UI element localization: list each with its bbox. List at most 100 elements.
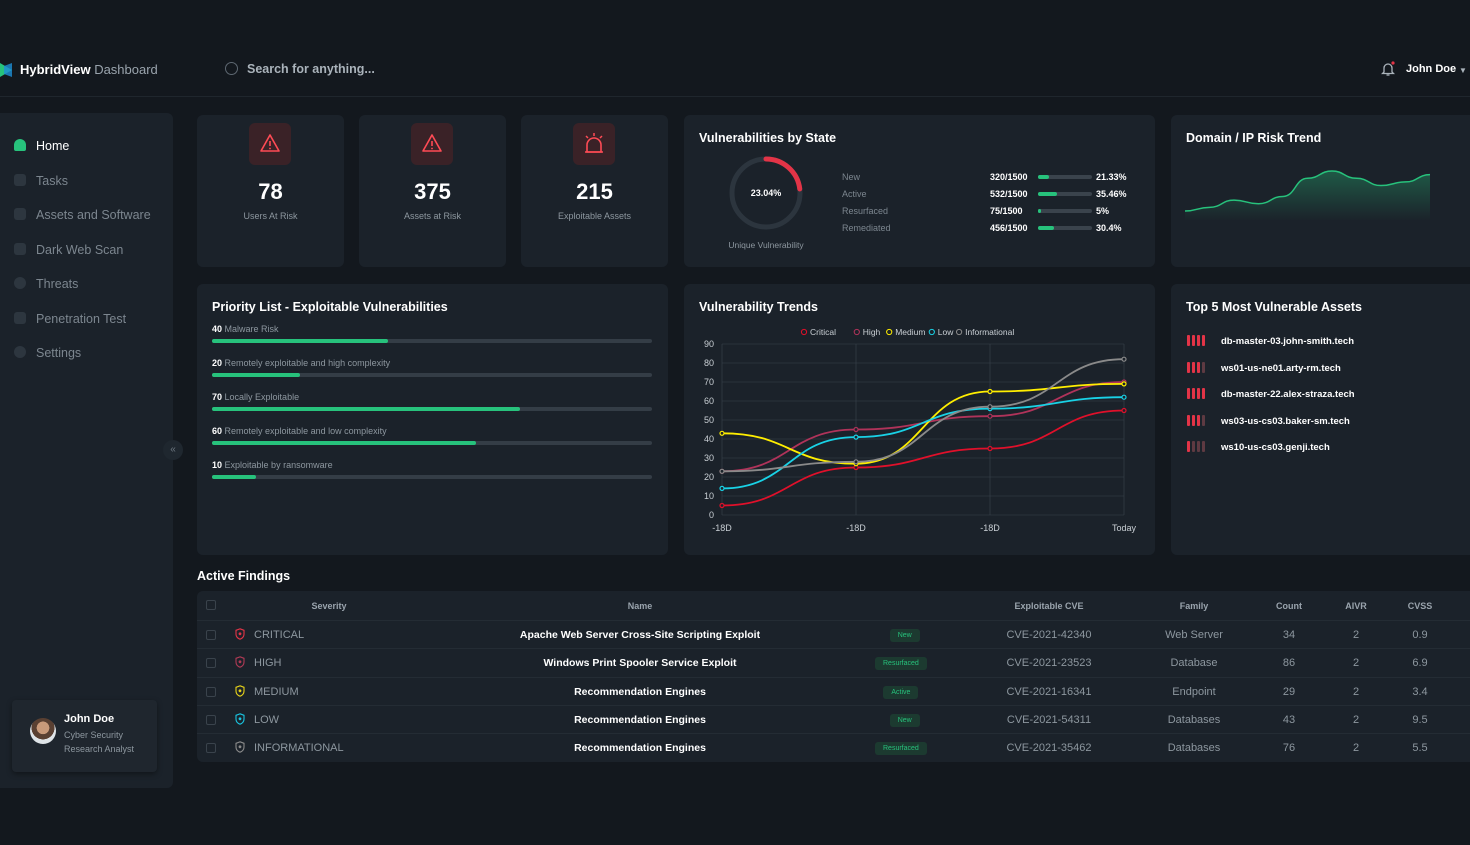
search-input[interactable]: Search for anything... xyxy=(225,62,375,76)
sidebar-item-home[interactable]: Home xyxy=(14,139,69,153)
cvss-cell: 5.5 xyxy=(1412,742,1428,755)
donut-label: Unique Vulnerability xyxy=(728,240,804,250)
select-all-checkbox[interactable] xyxy=(206,600,216,610)
legend-entry[interactable]: High xyxy=(863,327,881,337)
legend-entry[interactable]: Low xyxy=(938,327,954,337)
data-point xyxy=(853,434,859,440)
table-row[interactable]: INFORMATIONAL Recommendation Engines Resur… xyxy=(197,733,1470,761)
column-header-cvss[interactable]: CVSS xyxy=(1407,601,1433,611)
state-progress-fill xyxy=(1038,192,1057,196)
column-header-severity[interactable]: Severity xyxy=(311,601,347,611)
row-checkbox[interactable] xyxy=(206,743,216,754)
vulnerable-asset-item[interactable]: db-master-22.alex-straza.tech xyxy=(1187,388,1355,402)
top-vulnerable-assets-card: Top 5 Most Vulnerable Assets db-master-0… xyxy=(1171,284,1470,555)
legend-entry[interactable]: Critical xyxy=(810,327,836,337)
vulnerability-trends-chart: 0 10 20 30 40 50 60 70 80 90 -18D -18D -18D Today Crit… xyxy=(704,327,1137,533)
severity-cell: LOW xyxy=(235,713,279,726)
severity-cell: INFORMATIONAL xyxy=(235,741,344,754)
column-header-name[interactable]: Name xyxy=(627,601,653,611)
series-line-low xyxy=(721,396,1125,490)
priority-label: Malware Risk xyxy=(224,324,279,334)
row-checkbox[interactable] xyxy=(206,630,216,640)
sidebar-item-threats[interactable]: Threats xyxy=(14,277,78,291)
vulnerable-asset-item[interactable]: db-master-03.john-smith.tech xyxy=(1187,335,1354,349)
vulnerability-trends-card: Vulnerability Trends 0 10 20 30 40 50 60 70 80 90… xyxy=(684,284,1155,555)
cve-cell[interactable]: CVE-2021-35462 xyxy=(1006,742,1092,755)
finding-name[interactable]: Apache Web Server Cross-Site Scripting E… xyxy=(519,629,761,641)
avatar xyxy=(30,718,56,744)
cve-cell[interactable]: CVE-2021-23523 xyxy=(1006,657,1092,670)
header-user-name[interactable]: John Doe xyxy=(1406,63,1457,75)
data-point xyxy=(1121,356,1127,362)
vulnerable-asset-item[interactable]: ws03-us-cs03.baker-sm.tech xyxy=(1187,414,1350,429)
column-header-count[interactable]: Count xyxy=(1276,601,1302,611)
family-cell: Endpoint xyxy=(1172,685,1216,698)
data-point xyxy=(987,388,993,395)
kpi-card-exploitable-assets[interactable]: 215 Exploitable Assets xyxy=(521,115,668,267)
sidebar-item-tasks[interactable]: Tasks xyxy=(14,174,68,188)
priority-item[interactable]: 20 Remotely exploitable and high complex… xyxy=(212,358,390,368)
y-tick-label: 30 xyxy=(704,453,714,463)
row-checkbox[interactable] xyxy=(206,686,216,697)
table-row[interactable]: LOW Recommendation Engines New CVE-2021-543… xyxy=(197,704,1470,733)
table-row[interactable]: HIGH Windows Print Spooler Service Exploi… xyxy=(197,648,1470,676)
priority-progress-fill xyxy=(212,441,476,445)
finding-name[interactable]: Recommendation Engines xyxy=(574,713,706,726)
priority-label: Locally Exploitable xyxy=(224,392,300,402)
sidebar-item-assets[interactable]: Assets and Software xyxy=(14,208,151,222)
priority-progress-bar xyxy=(212,373,652,377)
row-checkbox[interactable] xyxy=(206,714,216,725)
cve-cell[interactable]: CVE-2021-42340 xyxy=(1006,629,1092,641)
finding-name[interactable]: Recommendation Engines xyxy=(574,685,706,698)
brand-title[interactable]: HybridView Dashboard xyxy=(20,62,158,77)
state-label: New xyxy=(842,172,861,182)
legend-marker xyxy=(928,328,935,336)
column-header-family[interactable]: Family xyxy=(1179,601,1209,611)
priority-item[interactable]: 60 Remotely exploitable and low complexi… xyxy=(212,426,387,436)
top-header xyxy=(0,40,1470,97)
shield-icon xyxy=(235,628,245,640)
legend-entry[interactable]: Medium xyxy=(895,327,925,337)
tasks-icon xyxy=(14,174,26,186)
sidebar-item-settings[interactable]: Settings xyxy=(14,346,81,360)
search-icon xyxy=(225,62,238,75)
vulnerable-asset-item[interactable]: ws10-us-cs03.genji.tech xyxy=(1187,441,1330,455)
data-point xyxy=(719,502,725,509)
priority-progress-bar xyxy=(212,339,652,343)
priority-item[interactable]: 40 Malware Risk xyxy=(212,324,279,334)
priority-item[interactable]: 70 Locally Exploitable xyxy=(212,392,299,402)
aivr-cell: 2 xyxy=(1352,657,1360,670)
legend-entry[interactable]: Informational xyxy=(965,327,1014,337)
kpi-card-assets-at-risk[interactable]: 375 Assets at Risk xyxy=(359,115,506,267)
priority-progress-fill xyxy=(212,339,388,343)
chevron-down-icon[interactable]: ▼ xyxy=(1459,66,1467,75)
column-header-cve[interactable]: Exploitable CVE xyxy=(1014,601,1084,611)
count-cell: 76 xyxy=(1282,742,1296,755)
table-row[interactable]: MEDIUM Recommendation Engines Active CVE-20… xyxy=(197,676,1470,705)
sidebar-item-dark-web-scan[interactable]: Dark Web Scan xyxy=(14,243,123,257)
priority-label: Remotely exploitable and low complexity xyxy=(224,426,387,436)
vulnerable-asset-item[interactable]: ws01-us-ne01.arty-rm.tech xyxy=(1187,361,1341,376)
asset-name: db-master-03.john-smith.tech xyxy=(1221,336,1355,347)
column-header-aivr[interactable]: AIVR xyxy=(1345,601,1367,611)
kpi-label: Exploitable Assets xyxy=(557,211,632,221)
user-profile-card[interactable]: John Doe Cyber Security Research Analyst xyxy=(12,700,157,772)
table-row[interactable]: CRITICAL Apache Web Server Cross-Site Scr… xyxy=(197,620,1470,648)
brand-subtitle: Dashboard xyxy=(94,62,158,77)
finding-name[interactable]: Windows Print Spooler Service Exploit xyxy=(543,657,737,670)
priority-item[interactable]: 10 Exploitable by ransomware xyxy=(212,460,333,470)
kpi-card-users-at-risk[interactable]: 78 Users At Risk xyxy=(197,115,344,267)
sidebar-item-penetration-test[interactable]: Penetration Test xyxy=(14,312,126,326)
cve-cell[interactable]: CVE-2021-54311 xyxy=(1006,713,1092,726)
risk-level-icon xyxy=(1187,441,1207,455)
sidebar-collapse-button[interactable]: « xyxy=(163,440,183,460)
aivr-cell: 2 xyxy=(1352,742,1360,755)
bell-icon[interactable] xyxy=(1381,61,1395,77)
priority-count: 60 xyxy=(212,426,223,436)
kpi-value: 375 xyxy=(414,179,451,204)
finding-name[interactable]: Recommendation Engines xyxy=(574,742,706,755)
priority-progress-bar xyxy=(212,475,652,479)
logo-icon xyxy=(0,63,12,77)
row-checkbox[interactable] xyxy=(206,658,216,669)
cve-cell[interactable]: CVE-2021-16341 xyxy=(1006,685,1092,698)
